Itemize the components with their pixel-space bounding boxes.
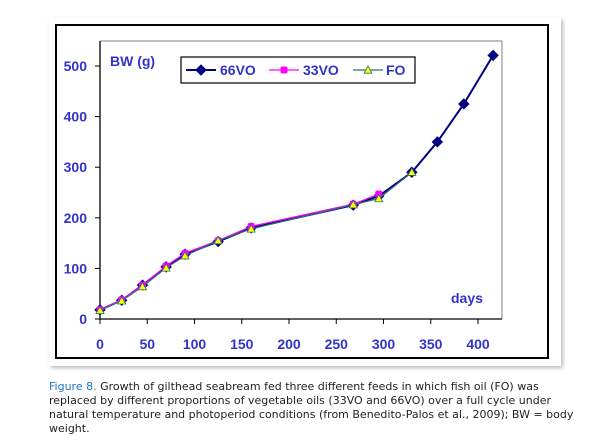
caption-text: Growth of gilthead seabream fed three di… (49, 380, 574, 435)
x-tick-label: 0 (96, 336, 104, 352)
growth-chart: 0 100 200 300 400 500 0 50 100 150 200 250 300 350 400… (64, 40, 503, 352)
y-tick-label: 0 (79, 311, 87, 327)
data-point-fo (180, 250, 190, 260)
x-tick-label: 400 (466, 336, 490, 352)
data-point-fo (213, 235, 223, 245)
data-point-66vo (487, 49, 499, 62)
x-axis-label: days (451, 290, 483, 306)
data-point-fo (246, 224, 256, 233)
data-point-fo (161, 263, 171, 272)
x-tick-label: 50 (139, 336, 155, 352)
data-point-fo (95, 305, 105, 314)
y-tick-label: 300 (64, 159, 88, 175)
data-point-66vo (431, 136, 444, 148)
data-point-fo (117, 295, 127, 305)
legend-item-33vo: 33VO (269, 62, 339, 78)
figure-caption: Figure 8. Growth of gilthead seabream fe… (49, 380, 589, 436)
legend: 66VO 33VO FO (180, 56, 416, 84)
y-tick-label: 200 (64, 210, 88, 226)
legend-label: 66VO (220, 62, 256, 78)
data-point-33vo (280, 66, 288, 74)
data-point-66vo (458, 98, 470, 110)
data-point-fo (363, 65, 373, 74)
legend-item-66vo: 66VO (186, 62, 256, 78)
series-fo (95, 167, 417, 314)
x-tick-label: 200 (277, 336, 301, 352)
data-point-fo (407, 167, 417, 176)
data-point-66vo (195, 64, 207, 76)
data-point-fo (137, 281, 148, 291)
legend-label: FO (386, 62, 406, 78)
y-tick-label: 500 (64, 58, 88, 74)
series-layer (94, 49, 499, 316)
figure-label: Figure 8. (49, 380, 97, 393)
x-tick-label: 150 (230, 336, 254, 352)
data-point-fo (374, 193, 384, 203)
axes: 0 100 200 300 400 500 0 50 100 150 200 250 300 350 400 (64, 40, 503, 352)
chart-border (55, 24, 549, 359)
data-point-fo (348, 199, 358, 209)
legend-label: 33VO (303, 62, 339, 78)
legend-item-fo: FO (353, 62, 406, 78)
y-tick-label: 400 (64, 109, 88, 125)
x-tick-label: 300 (372, 336, 396, 352)
x-tick-label: 100 (183, 336, 207, 352)
y-tick-label: 100 (64, 260, 88, 276)
series-line-33vo (99, 193, 379, 311)
y-axis-label: BW (g) (110, 53, 155, 69)
x-tick-label: 350 (419, 336, 443, 352)
series-line-fo (99, 171, 413, 311)
x-tick-label: 250 (325, 336, 349, 352)
